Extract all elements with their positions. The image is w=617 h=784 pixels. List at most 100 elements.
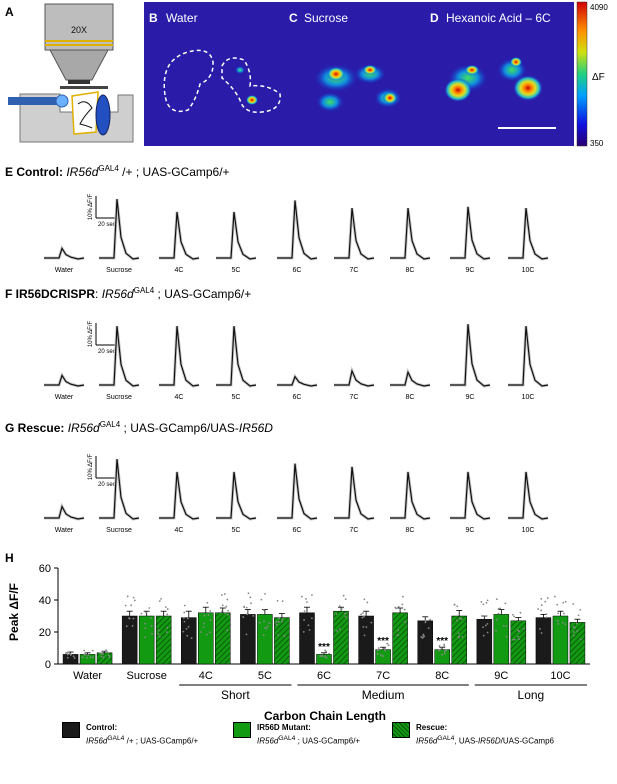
data-point — [151, 632, 153, 635]
data-point — [149, 616, 152, 619]
data-point — [482, 634, 485, 637]
trace-sem — [99, 325, 140, 388]
trace-sem — [99, 458, 140, 521]
legend-item-control: Control: IR56dGAL4 /+ ; UAS-GCamp6/+ — [62, 722, 198, 747]
trace-10c — [508, 471, 549, 520]
data-point — [397, 629, 400, 632]
data-point — [302, 630, 305, 633]
row-suffix: /+ ; UAS-GCamp6/+ — [119, 165, 230, 179]
trace-9c — [450, 206, 491, 260]
significance-marker: *** — [318, 642, 330, 653]
data-point — [556, 619, 559, 622]
data-point — [145, 611, 148, 614]
legend-genotype-control: IR56d — [86, 736, 108, 746]
panel-a-schematic: A 20X — [5, 3, 134, 143]
row-genotype: IR56d — [68, 421, 100, 435]
data-point — [484, 624, 487, 627]
y-tick-label: 0 — [45, 659, 51, 671]
data-point — [453, 603, 456, 606]
trace-sem — [450, 471, 491, 521]
trace-10c — [508, 208, 549, 260]
data-point — [186, 617, 189, 620]
x-axis-label: Carbon Chain Length — [264, 709, 386, 723]
trace-4c — [159, 471, 200, 520]
data-point — [203, 614, 206, 617]
legend-swatch-mutant — [233, 722, 251, 738]
trace-label: Water — [55, 527, 74, 534]
data-point — [575, 622, 578, 625]
bar-10c-1 — [552, 615, 569, 665]
trace-sem — [159, 211, 200, 261]
data-point — [276, 599, 279, 602]
group-label-medium: Medium — [362, 688, 405, 702]
data-point — [227, 613, 229, 616]
data-point — [458, 635, 461, 638]
data-point — [325, 656, 328, 659]
trace-sem — [334, 466, 375, 521]
data-point — [325, 650, 328, 653]
trace-sem — [390, 471, 431, 521]
scale-bar-y-label: 10% ΔF/F — [88, 453, 94, 480]
trace-8c — [390, 471, 431, 520]
data-point — [579, 608, 582, 611]
data-point — [443, 643, 446, 646]
data-point — [133, 599, 136, 602]
trace-label: 4C — [175, 267, 184, 274]
data-point — [458, 617, 461, 620]
data-point — [376, 649, 379, 652]
data-point — [87, 654, 90, 656]
y-tick-label: 20 — [39, 627, 51, 639]
scale-bar-y-label: 10% ΔF/F — [88, 193, 94, 220]
trace-label: 5C — [232, 394, 241, 401]
data-point — [321, 654, 324, 657]
row-genotype: IR56d — [102, 287, 134, 301]
legend-rest-mutant: ; UAS-GCamp6/+ — [297, 736, 361, 746]
panel-letter-c: C — [289, 11, 298, 25]
data-point — [281, 618, 284, 621]
data-point — [221, 610, 223, 613]
legend-title-control: Control: — [86, 723, 118, 732]
trace-label: 7C — [350, 527, 359, 534]
trace-sem — [334, 207, 375, 261]
bar-6c-2 — [333, 610, 349, 665]
bar-9c-1 — [493, 614, 510, 665]
trace-sucrose — [99, 326, 140, 387]
trace-water — [44, 246, 85, 260]
significance-marker: *** — [436, 636, 448, 647]
data-point — [306, 601, 308, 603]
trace-9c — [450, 471, 491, 520]
data-point — [105, 650, 108, 652]
data-point — [579, 638, 582, 641]
y-tick-label: 40 — [39, 595, 51, 607]
data-point — [562, 601, 565, 604]
data-point — [480, 600, 483, 603]
data-point — [484, 615, 487, 618]
significance-marker: *** — [377, 636, 389, 647]
data-point — [268, 622, 271, 624]
data-point — [401, 603, 404, 606]
data-point — [383, 647, 386, 650]
trace-sem — [277, 463, 318, 521]
trace-sem — [216, 211, 257, 261]
data-point — [495, 598, 498, 601]
bar-6c-0 — [299, 612, 315, 665]
trace-label: 8C — [406, 527, 415, 534]
legend-sup-rescue: GAL4 — [437, 735, 455, 742]
data-point — [158, 600, 161, 603]
trace-label: 6C — [293, 527, 302, 534]
data-point — [366, 601, 369, 604]
trace-water — [44, 373, 85, 387]
scale-bar-y-label: 10% ΔF/F — [88, 320, 94, 347]
trace-7c — [334, 208, 375, 260]
data-point — [561, 621, 564, 624]
data-point — [202, 626, 205, 629]
data-point — [482, 603, 485, 606]
category-label: 6C — [317, 670, 331, 682]
data-point — [260, 598, 263, 601]
trace-sem — [277, 200, 318, 261]
data-point — [150, 625, 153, 627]
data-point — [225, 605, 228, 608]
data-point — [456, 605, 459, 608]
trace-5c — [216, 471, 257, 520]
data-point — [69, 652, 72, 655]
